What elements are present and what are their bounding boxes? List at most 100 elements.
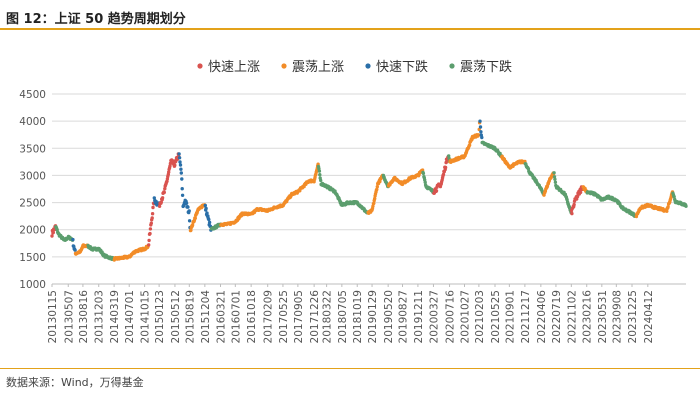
x-tick-label: 20161018: [246, 290, 258, 343]
x-tick-label: 20190827: [398, 290, 410, 343]
x-tick-label: 20210901: [504, 290, 516, 343]
x-tick-label: 20230908: [611, 290, 623, 343]
data-point: [553, 177, 557, 181]
y-gridlines: [52, 93, 686, 258]
legend-label: 快速下跌: [376, 59, 428, 75]
x-tick-label: 20200327: [428, 290, 440, 343]
data-point: [71, 237, 75, 242]
y-tick-label: 2500: [19, 198, 46, 210]
legend-marker: [449, 63, 455, 69]
data-point: [204, 206, 208, 211]
data-point: [207, 217, 211, 222]
data-point: [203, 203, 207, 208]
data-point: [147, 243, 151, 247]
x-tick-label: 20210525: [490, 290, 502, 343]
data-point: [572, 202, 576, 207]
x-tick-label: 20210203: [474, 290, 486, 343]
data-point: [553, 180, 558, 184]
data-point: [375, 187, 379, 192]
data-point: [180, 193, 185, 197]
data-point: [552, 175, 557, 179]
data-point: [672, 195, 676, 199]
legend-marker: [197, 63, 203, 69]
source-note: 数据来源：Wind，万得基金: [6, 376, 144, 389]
data-point: [447, 154, 451, 158]
data-point: [184, 201, 189, 205]
data-point: [684, 204, 688, 208]
data-point: [73, 248, 77, 252]
x-tick-label: 20150819: [184, 290, 196, 343]
x-tick-label: 20230531: [597, 290, 609, 343]
x-tick-label: 20141015: [140, 290, 152, 343]
footer-divider: [0, 368, 700, 369]
y-tick-label: 3500: [19, 143, 46, 155]
data-point: [178, 160, 182, 164]
data-point: [159, 200, 163, 204]
data-point: [190, 223, 195, 227]
data-point: [180, 177, 184, 181]
data-point: [160, 196, 165, 200]
legend-label: 震荡上涨: [292, 60, 344, 75]
data-point: [50, 234, 54, 238]
data-point: [152, 196, 156, 200]
data-point: [193, 216, 197, 220]
data-point: [157, 204, 162, 208]
y-axis: 1000 1500 2000 2500 3000 3500 4000 4500: [19, 89, 46, 291]
x-tick-label: 20171226: [309, 290, 321, 344]
data-point: [478, 125, 483, 129]
data-point: [178, 163, 183, 167]
legend-item: 快速上涨: [197, 60, 260, 75]
x-tick-label: 20181019: [352, 290, 364, 343]
data-point: [168, 164, 172, 168]
y-tick-label: 1500: [19, 252, 46, 264]
data-point: [477, 133, 481, 137]
x-tick-label: 20130507: [63, 290, 75, 343]
trend-cycle-chart: 快速上涨 震荡上涨 快速下跌 震荡下跌 1000 1500 2000 2500 3000 350…: [19, 59, 688, 344]
legend-item: 快速下跌: [365, 59, 428, 75]
x-tick-label: 20191211: [413, 290, 425, 343]
data-point: [443, 165, 448, 170]
data-point: [552, 171, 556, 175]
x-tick-label: 20160321: [216, 290, 228, 343]
data-point: [441, 172, 446, 177]
x-tick-label: 20190129: [367, 290, 379, 343]
legend-marker: [281, 63, 287, 69]
data-point: [150, 216, 154, 220]
data-point: [467, 143, 472, 147]
x-tick-label: 20150123: [154, 290, 166, 343]
data-point: [150, 212, 155, 216]
data-point: [148, 231, 152, 236]
data-point: [317, 169, 322, 173]
y-tick-label: 4000: [19, 116, 46, 128]
data-point: [666, 205, 670, 209]
legend-item: 震荡下跌: [449, 59, 512, 75]
x-tick-label: 20220406: [536, 290, 548, 344]
x-tick-label: 20201027: [460, 290, 472, 343]
x-tick-label: 20190520: [383, 290, 395, 343]
data-point: [570, 211, 574, 216]
x-tick-label: 20230216: [582, 290, 594, 344]
data-point: [479, 130, 483, 134]
x-tick-label: 20221102: [566, 290, 578, 343]
series-points: [50, 119, 688, 262]
x-tick-label: 20240412: [643, 290, 655, 343]
data-point: [578, 190, 583, 195]
data-point: [179, 167, 183, 171]
legend-item: 震荡上涨: [281, 60, 344, 75]
x-tick-label: 20151204: [200, 290, 212, 344]
data-point: [372, 201, 376, 205]
data-point: [423, 180, 427, 184]
data-point: [180, 187, 184, 191]
title-divider: [0, 28, 700, 30]
data-point: [173, 163, 177, 167]
data-point: [478, 119, 482, 123]
data-point: [179, 171, 183, 175]
legend-marker: [365, 63, 371, 69]
data-point: [434, 189, 439, 193]
data-point: [186, 205, 190, 209]
data-point: [575, 194, 580, 199]
x-tick-label: 20180705: [337, 290, 349, 343]
x-tick-label: 20180322: [322, 290, 334, 343]
x-tick-label: 20170209: [263, 290, 275, 343]
